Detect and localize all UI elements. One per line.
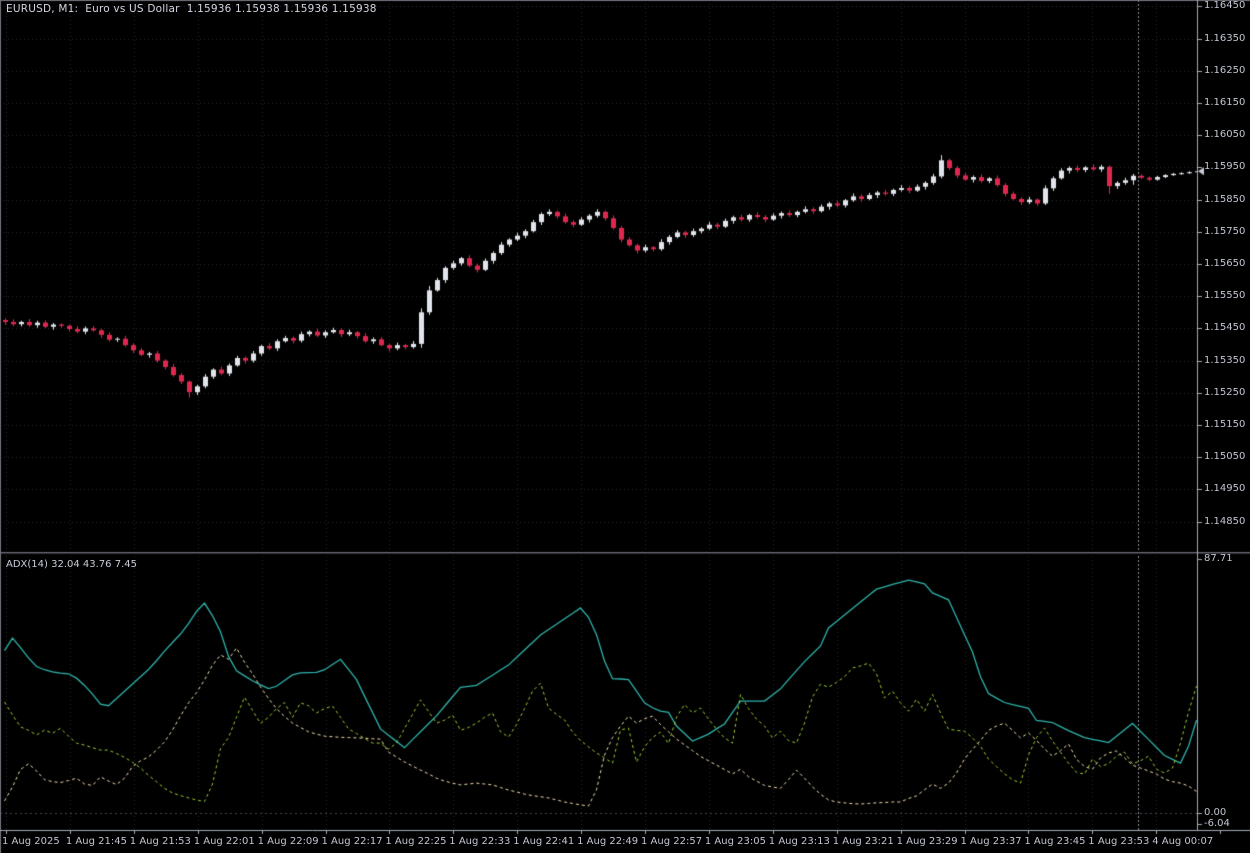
price-axis-label: 1.16350: [1204, 32, 1246, 44]
time-axis-label: 1 Aug 22:41: [513, 836, 575, 847]
price-axis-label: 1.15450: [1204, 322, 1246, 334]
time-axis-label: 1 Aug 23:21: [832, 836, 894, 847]
price-axis-label: 1.15950: [1204, 161, 1246, 173]
indicator-axis-label: -6.04: [1204, 818, 1230, 829]
time-axis-label: 1 Aug 23:13: [768, 836, 830, 847]
price-axis-label: 1.15050: [1204, 451, 1246, 463]
chart-title-ohlc: EURUSD, M1: Euro vs US Dollar 1.15936 1.…: [6, 3, 377, 15]
time-axis-label: 1 Aug 23:37: [960, 836, 1022, 847]
price-axis-label: 1.15550: [1204, 290, 1246, 302]
time-axis-label: 4 Aug 00:07: [1152, 836, 1214, 847]
price-axis-label: 1.14850: [1204, 515, 1246, 527]
price-axis-label: 1.15650: [1204, 258, 1246, 269]
price-axis-label: 1.15850: [1204, 193, 1246, 205]
time-axis-label: 1 Aug 22:01: [193, 836, 255, 847]
time-axis-label: 1 Aug 21:45: [65, 836, 127, 847]
time-axis-label: 1 Aug 22:49: [577, 836, 639, 847]
time-axis-label: 1 Aug 23:29: [896, 836, 958, 847]
time-axis-label: 1 Aug 23:45: [1024, 836, 1086, 847]
price-axis-label: 1.16250: [1204, 64, 1246, 76]
indicator-axis-label: 87.71: [1204, 553, 1233, 564]
time-axis-label: 1 Aug 22:17: [321, 836, 383, 847]
price-axis-label: 1.16150: [1204, 97, 1246, 108]
price-axis-label: 1.15350: [1204, 354, 1246, 366]
time-axis-label: 1 Aug 22:09: [257, 836, 319, 847]
time-axis-label: 1 Aug 22:57: [641, 836, 703, 847]
price-axis-label: 1.16050: [1204, 129, 1246, 141]
price-axis-label: 1.14950: [1204, 483, 1246, 495]
time-axis-label: 1 Aug 23:05: [704, 836, 766, 847]
indicator-label: ADX(14) 32.04 43.76 7.45: [6, 559, 137, 570]
price-axis-label: 1.15150: [1204, 419, 1246, 430]
price-axis-label: 1.16450: [1204, 0, 1246, 12]
time-axis-label: 1 Aug 22:33: [449, 836, 511, 847]
price-axis-label: 1.15250: [1204, 386, 1246, 398]
time-axis-label: 1 Aug 22:25: [385, 836, 447, 847]
time-axis-label: 1 Aug 2025: [2, 836, 60, 847]
price-axis-label: 1.15750: [1204, 225, 1246, 237]
indicator-axis-label: 0.00: [1204, 807, 1227, 818]
time-axis-label: 1 Aug 23:53: [1088, 836, 1150, 847]
time-axis-label: 1 Aug 21:53: [129, 836, 191, 847]
